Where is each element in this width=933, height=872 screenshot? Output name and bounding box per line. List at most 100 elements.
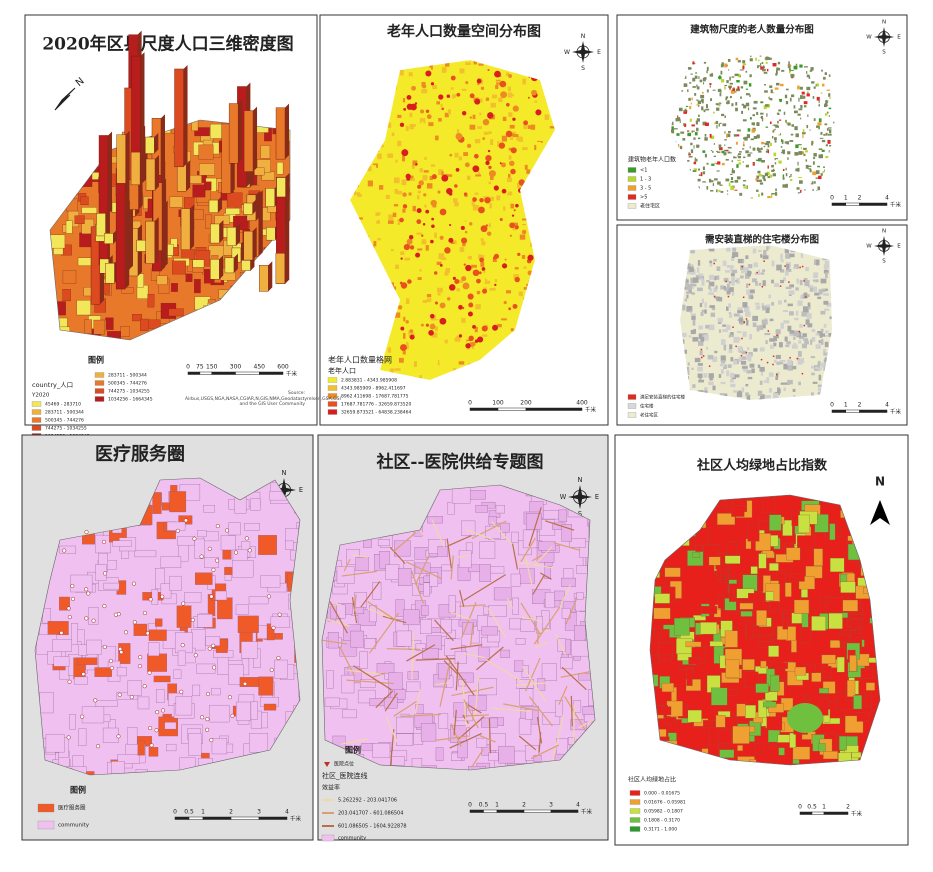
map-patch: [456, 356, 462, 361]
map-patch: [554, 590, 565, 601]
building: [719, 122, 722, 124]
map-patch: [769, 318, 774, 322]
hotspot: [450, 75, 456, 81]
hospital: [209, 594, 214, 599]
map-patch: [678, 664, 693, 671]
map-patch: [705, 324, 710, 329]
hotspot: [509, 222, 515, 229]
bar3d-side: [125, 130, 130, 184]
building: [690, 142, 693, 146]
legend-swatch: [627, 185, 637, 191]
map-patch: [773, 335, 777, 342]
building: [702, 171, 706, 175]
map-patch: [716, 266, 721, 272]
label: 283711 - 500344: [45, 410, 84, 416]
hotspot: [518, 179, 525, 186]
map-patch: [708, 381, 714, 386]
map-patch: [690, 283, 697, 287]
map-patch: [792, 365, 797, 370]
map-patch: [482, 74, 485, 81]
map-patch: [118, 643, 131, 664]
map-patch: [80, 771, 95, 775]
map-patch: [530, 124, 536, 130]
building: [828, 107, 832, 110]
map-patch: [235, 604, 249, 615]
map-patch: [780, 253, 783, 260]
label: 0: [468, 400, 472, 407]
map-patch: [692, 552, 700, 558]
map-patch: [796, 278, 800, 284]
hotspot: [441, 107, 445, 111]
map-patch: [514, 660, 524, 672]
map-patch: [395, 159, 398, 163]
label: W: [560, 493, 567, 501]
building: [701, 91, 704, 94]
map-patch: [757, 364, 761, 369]
map-patch: [168, 308, 184, 317]
map-patch: [729, 379, 734, 383]
building: [820, 92, 823, 94]
map-patch: [375, 212, 381, 216]
hotspot: [469, 116, 473, 119]
hotspot: [409, 329, 414, 334]
map-patch: [88, 606, 99, 625]
map-patch: [396, 630, 412, 647]
map-patch: [749, 289, 755, 294]
building: [778, 134, 781, 136]
point-symbol: [324, 762, 330, 767]
map-patch: [250, 701, 258, 720]
hospital: [108, 658, 113, 664]
map-patch: [840, 581, 856, 593]
map-patch: [174, 632, 193, 654]
map-patch: [422, 300, 428, 303]
map-patch: [705, 346, 709, 350]
label: 150: [206, 364, 218, 371]
hotspot: [455, 133, 463, 140]
bar3d: [266, 227, 276, 241]
building: [738, 162, 742, 165]
building: [731, 170, 735, 174]
legend-swatch: [627, 176, 637, 182]
map-patch: [856, 712, 870, 722]
map-patch: [133, 623, 148, 636]
map-patch: [549, 126, 555, 129]
connection: [518, 561, 554, 569]
building: [704, 122, 709, 126]
map-patch: [829, 640, 841, 649]
hospital: [205, 691, 211, 697]
scale-seg: [235, 371, 260, 375]
map-patch: [392, 349, 398, 353]
building: [804, 189, 806, 191]
map-patch: [380, 144, 384, 148]
map-patch: [160, 583, 172, 599]
building: [688, 152, 690, 155]
building: [714, 178, 718, 181]
building: [821, 69, 823, 72]
map-patch: [784, 248, 790, 253]
hospital: [205, 717, 210, 722]
map-patch: [415, 643, 426, 651]
map-patch: [534, 100, 538, 103]
map-patch: [817, 387, 824, 391]
hospital: [212, 665, 217, 670]
map-patch: [720, 369, 724, 374]
map-patch: [741, 366, 748, 369]
map-patch: [407, 671, 419, 680]
hospital: [200, 715, 205, 720]
building: [729, 76, 731, 81]
map-patch: [444, 271, 449, 276]
hospital: [70, 596, 76, 601]
map-patch: [394, 188, 399, 194]
building: [761, 159, 765, 163]
map-patch: [508, 147, 514, 151]
map-patch: [483, 278, 488, 284]
map-patch: [739, 316, 743, 323]
map-patch: [770, 344, 775, 349]
map-patch: [409, 112, 413, 118]
building: [818, 175, 822, 180]
hotspot: [462, 282, 470, 290]
bar3d: [241, 260, 251, 271]
hotspot: [430, 82, 435, 86]
map-patch: [429, 175, 433, 181]
label: 3: [257, 809, 261, 816]
